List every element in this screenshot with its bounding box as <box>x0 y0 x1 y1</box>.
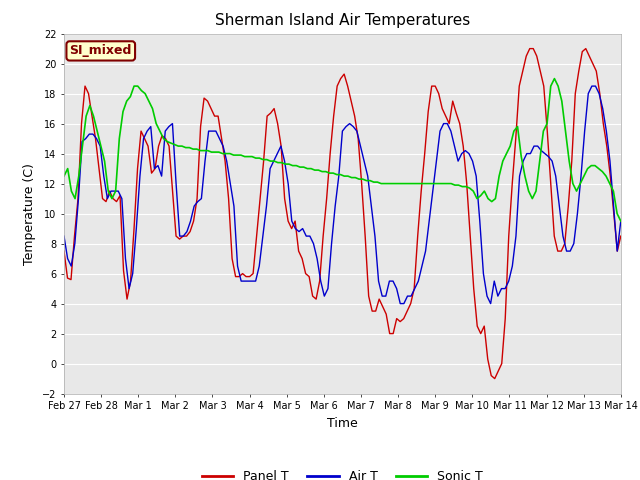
Sonic T <box>252 155 260 161</box>
Line: Air T: Air T <box>64 86 621 303</box>
Air T <box>606 158 614 164</box>
Air T <box>559 233 567 239</box>
Panel T <box>526 46 534 51</box>
Air T <box>328 240 335 247</box>
Line: Panel T: Panel T <box>64 48 621 379</box>
Sonic T <box>145 98 153 104</box>
Sonic T <box>550 76 558 82</box>
Panel T <box>617 233 625 239</box>
Air T <box>451 143 458 149</box>
X-axis label: Time: Time <box>327 417 358 430</box>
Line: Sonic T: Sonic T <box>64 79 621 221</box>
Air T <box>60 233 68 239</box>
Panel T <box>519 68 527 74</box>
Panel T <box>596 91 604 96</box>
Air T <box>530 143 538 149</box>
Panel T <box>60 248 68 254</box>
Title: Sherman Island Air Temperatures: Sherman Island Air Temperatures <box>215 13 470 28</box>
Panel T <box>369 308 376 314</box>
Y-axis label: Temperature (C): Temperature (C) <box>24 163 36 264</box>
Panel T <box>421 151 429 156</box>
Legend: Panel T, Air T, Sonic T: Panel T, Air T, Sonic T <box>196 465 488 480</box>
Air T <box>617 218 625 224</box>
Sonic T <box>617 218 625 224</box>
Sonic T <box>422 180 429 186</box>
Panel T <box>218 136 225 142</box>
Panel T <box>172 233 180 239</box>
Air T <box>396 300 404 306</box>
Air T <box>566 248 574 254</box>
Sonic T <box>60 173 68 179</box>
Panel T <box>491 376 499 382</box>
Air T <box>588 83 596 89</box>
Sonic T <box>79 143 86 149</box>
Sonic T <box>433 180 440 186</box>
Sonic T <box>200 148 208 154</box>
Text: SI_mixed: SI_mixed <box>70 44 132 58</box>
